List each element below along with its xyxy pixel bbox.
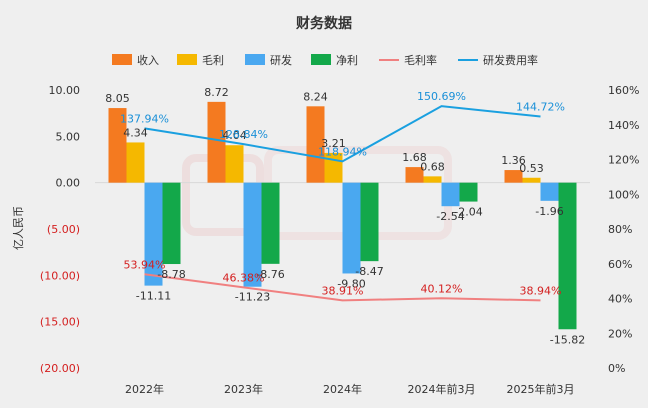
y-tick-label: (20.00) [40, 362, 80, 375]
y2-tick-label: 60% [608, 258, 632, 271]
bar-value-label: -1.96 [535, 205, 563, 218]
line-value-label: 144.72% [516, 101, 565, 114]
bar [423, 176, 442, 183]
y2-tick-label: 40% [608, 293, 632, 306]
y-axis-title: 亿人民币 [12, 206, 25, 250]
bar [162, 182, 181, 265]
legend: 收入 毛利 研发 净利 毛利率 研发费用率 [112, 53, 538, 67]
category-label: 2023年 [224, 382, 263, 396]
y-tick-label: (5.00) [47, 223, 80, 236]
legend-swatch [311, 54, 331, 65]
category-label: 2025年前3月 [507, 382, 575, 396]
bar-value-label: 1.68 [402, 151, 427, 164]
legend-label: 研发 [270, 53, 292, 67]
series-line [144, 273, 541, 302]
series-line [144, 105, 541, 163]
bar-value-label: -11.23 [235, 291, 270, 304]
bar-value-label: -15.82 [550, 333, 585, 346]
bar [405, 167, 424, 183]
bar-value-label: -8.78 [157, 268, 185, 281]
bar [243, 182, 262, 287]
bar-value-label: -8.47 [355, 265, 383, 278]
legend-label: 研发费用率 [483, 53, 538, 67]
bar [342, 182, 361, 274]
y2-tick-label: 80% [608, 223, 632, 236]
bar [459, 182, 478, 202]
bar-value-label: 0.53 [519, 162, 544, 175]
bar [225, 145, 244, 183]
y-tick-label: 5.00 [56, 130, 81, 143]
legend-label: 净利 [336, 53, 358, 67]
category-label: 2022年 [125, 382, 164, 396]
bar-value-label: 4.34 [123, 126, 148, 139]
legend-label: 毛利 [202, 54, 224, 67]
bar [126, 142, 145, 183]
bar [360, 182, 379, 262]
bar [261, 182, 280, 264]
bar-value-label: 3.21 [321, 137, 346, 150]
bar [504, 170, 523, 183]
bar [207, 101, 226, 183]
bar-value-label: 8.24 [303, 90, 328, 103]
bar [441, 182, 460, 207]
line-value-label: 128.84% [219, 128, 268, 141]
right-axis: 160% 140% 120% 100% 80% 60% 40% 20% 0% [608, 84, 639, 375]
y-tick-label: 10.00 [49, 84, 81, 97]
chart-title: 财务数据 [295, 15, 352, 32]
bar [522, 177, 541, 183]
bar-value-label: -8.76 [256, 268, 284, 281]
legend-swatch [245, 54, 265, 65]
y-tick-label: (15.00) [40, 316, 80, 329]
line-value-label: 137.94% [120, 112, 169, 125]
line-value-label: 46.38% [223, 271, 265, 284]
left-axis: 10.00 5.00 0.00 (5.00) (10.00) (15.00) (20.00) [40, 84, 80, 375]
category-label: 2024年前3月 [408, 382, 476, 396]
bar-value-label: 8.05 [105, 92, 130, 105]
y2-tick-label: 0% [608, 362, 625, 375]
line-value-label: 40.12% [421, 282, 463, 295]
y2-tick-label: 100% [608, 188, 639, 201]
y2-tick-label: 140% [608, 119, 639, 132]
line-value-label: 38.94% [520, 284, 562, 297]
line-value-label: 53.94% [124, 258, 166, 271]
bar [108, 108, 127, 183]
bar-group [95, 101, 590, 330]
bar [540, 182, 559, 201]
bar-value-label: -2.04 [454, 206, 482, 219]
legend-swatch [112, 54, 132, 65]
bar-value-label: 8.72 [204, 86, 229, 99]
bar-value-label: -11.11 [136, 290, 171, 303]
legend-label: 收入 [137, 53, 159, 67]
bar [144, 182, 163, 286]
bar-value-label: 1.36 [501, 154, 526, 167]
category-axis: 2022年 2023年 2024年 2024年前3月 2025年前3月 [125, 382, 575, 396]
y2-tick-label: 120% [608, 154, 639, 167]
bar-value-label: -9.80 [337, 277, 365, 290]
category-label: 2024年 [323, 382, 362, 396]
line-value-label: 38.91% [322, 284, 364, 297]
legend-swatch [177, 54, 197, 65]
bar-value-label: 0.68 [420, 160, 445, 173]
data-labels: 8.05 8.72 8.24 1.68 1.36 4.34 4.04 3.21 0.68 0.53… [105, 86, 585, 346]
line-group [144, 105, 541, 302]
bar-value-label: 4.04 [222, 129, 247, 142]
y-tick-label: 0.00 [56, 177, 81, 190]
line-value-label: 150.69% [417, 90, 466, 103]
y2-tick-label: 160% [608, 84, 639, 97]
y2-tick-label: 20% [608, 327, 632, 340]
bar [306, 106, 325, 183]
line-value-label: 118.94% [318, 145, 367, 158]
legend-label: 毛利率 [404, 53, 437, 67]
bar-value-label: -2.54 [436, 210, 464, 223]
y-tick-label: (10.00) [40, 269, 80, 282]
bar [558, 182, 577, 330]
